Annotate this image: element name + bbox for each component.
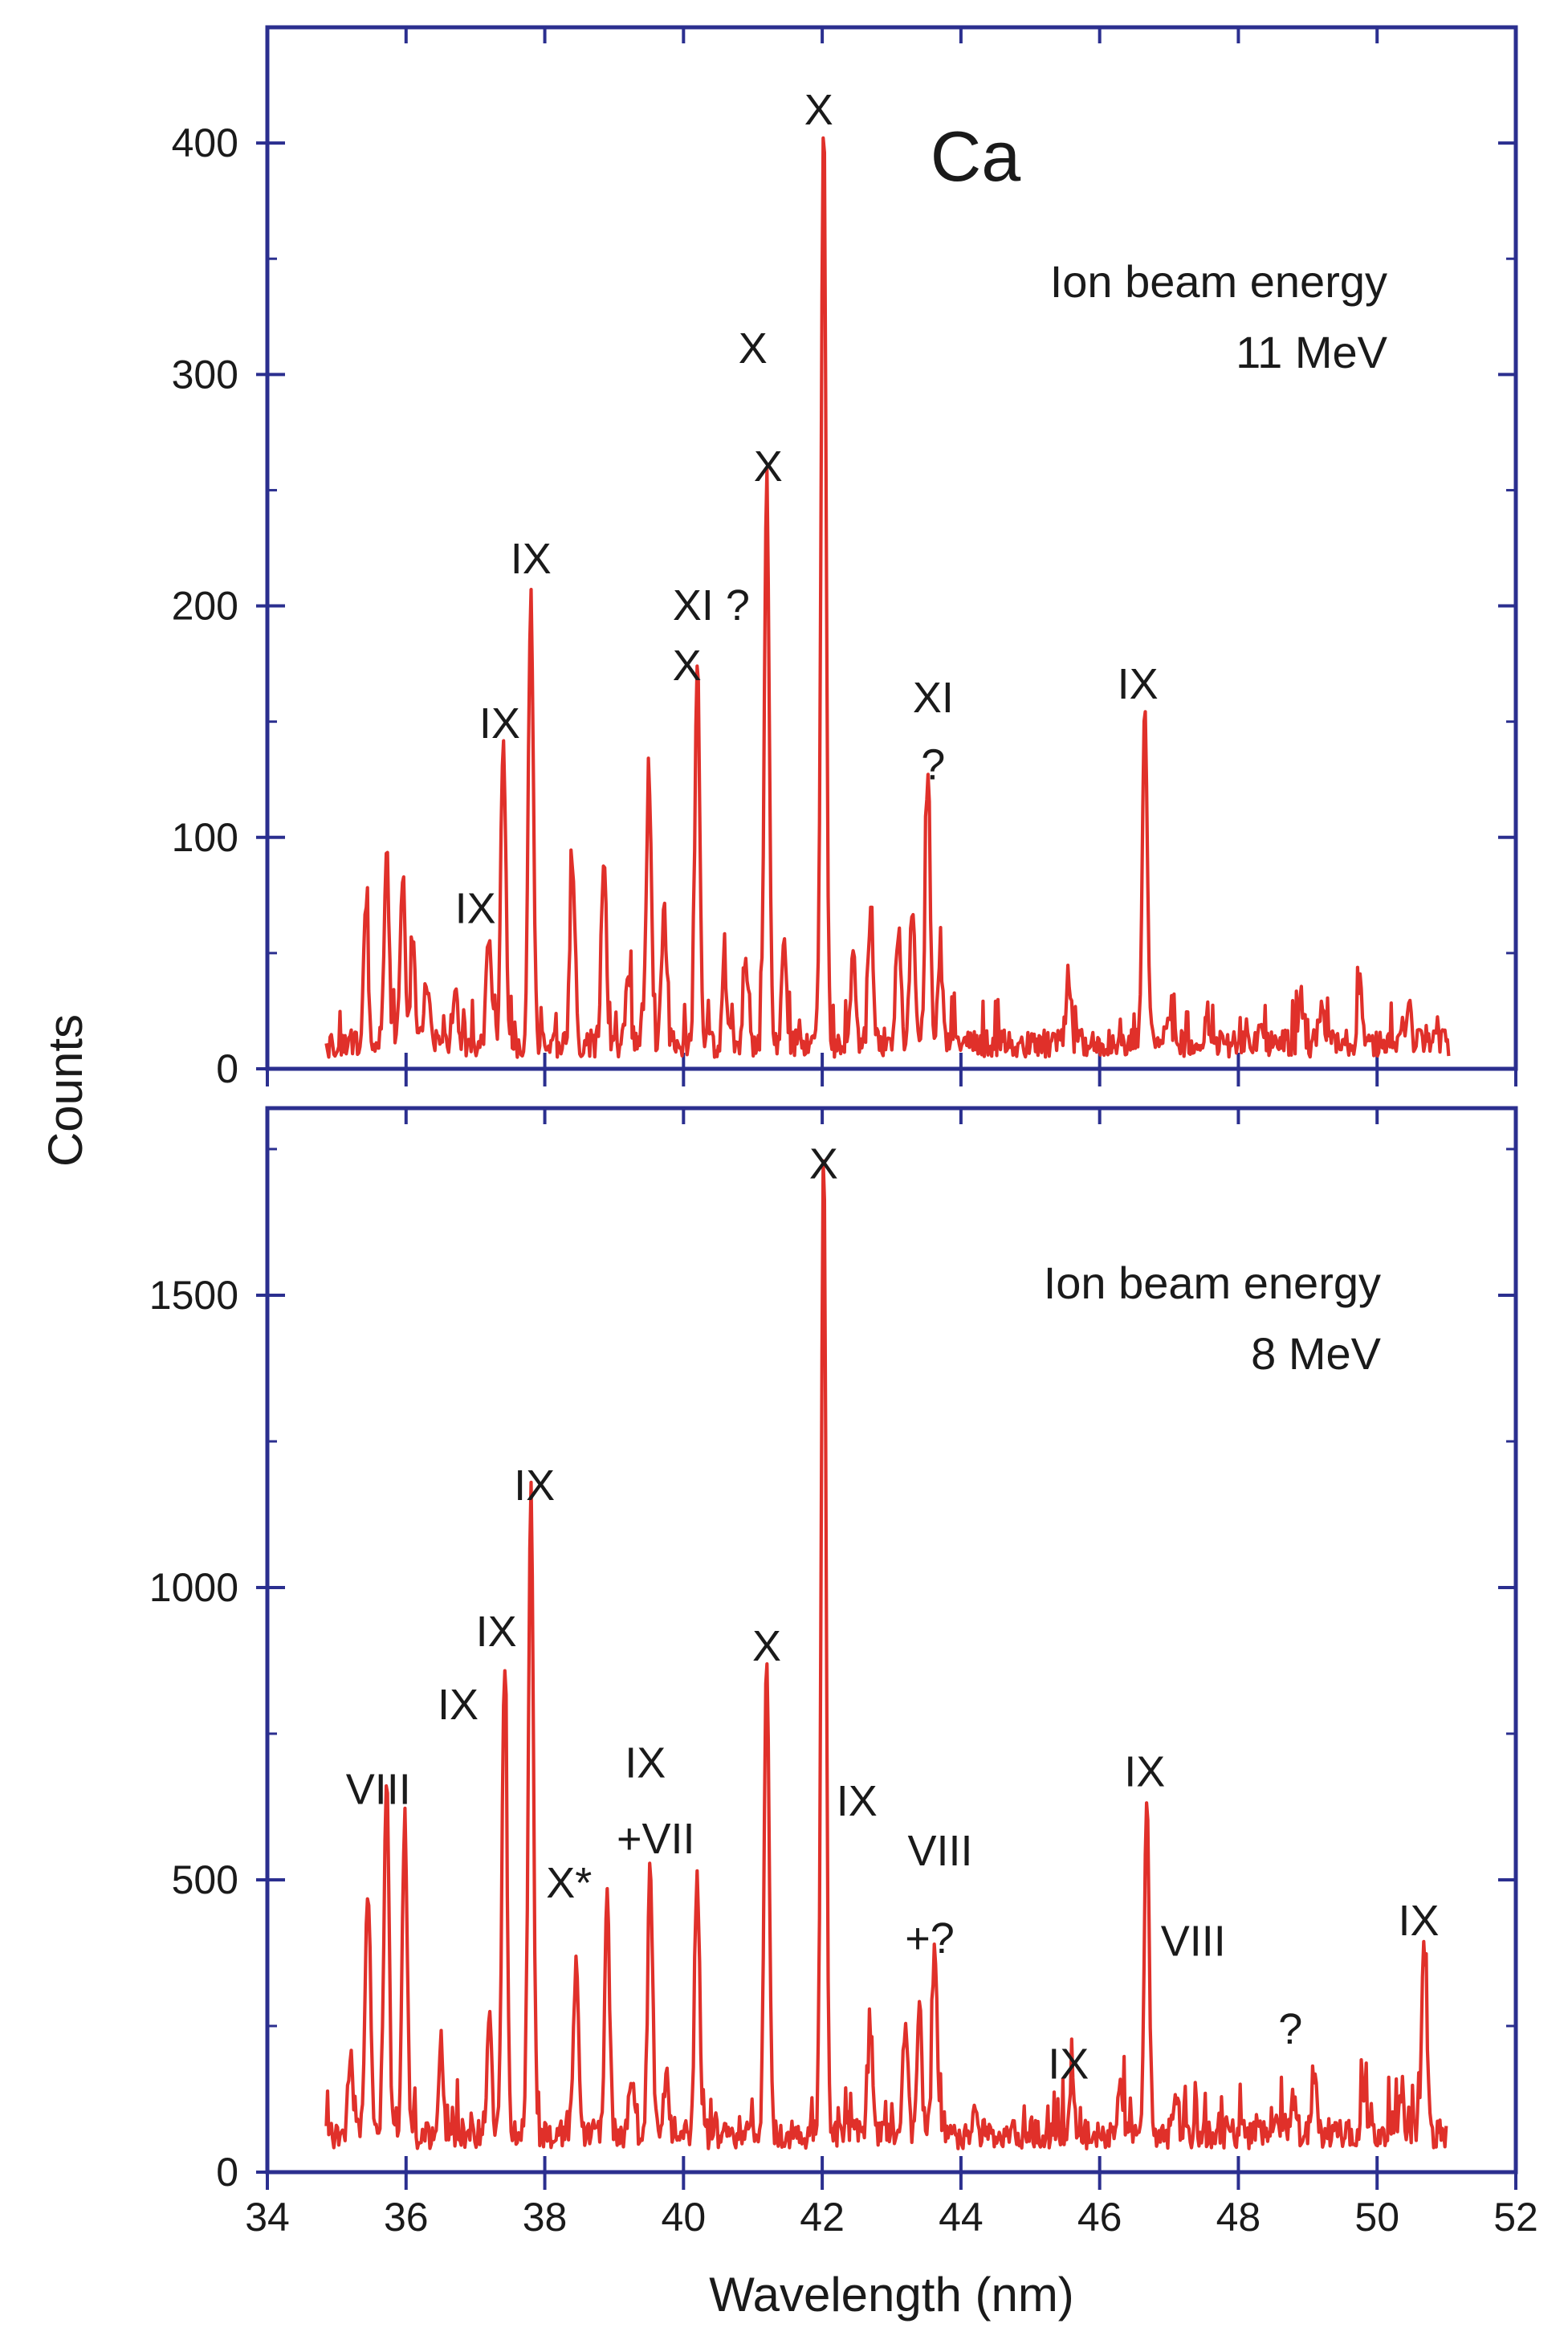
x-tick-label: 40 [662, 2195, 707, 2240]
x-tick-label: 46 [1077, 2195, 1122, 2240]
peak-annotation: IX [1048, 2040, 1089, 2089]
y-tick-label-bottom: 1500 [149, 1273, 238, 1318]
x-tick-label: 48 [1216, 2195, 1261, 2240]
peak-annotation: XI ? [673, 581, 750, 630]
y-axis-title: Counts [39, 1014, 92, 1167]
x-tick-label: 50 [1354, 2195, 1399, 2240]
peak-annotation: IX [514, 1461, 555, 1510]
peak-annotation: X* [546, 1859, 592, 1907]
x-tick-label: 36 [384, 2195, 429, 2240]
energy-label-top: Ion beam energy [1050, 256, 1387, 307]
peak-annotation: IX [1124, 1748, 1165, 1796]
y-tick-label-bottom: 500 [172, 1857, 238, 1902]
peak-annotation: IX [1399, 1897, 1440, 1945]
panel-frame-top [265, 25, 1518, 1071]
energy-value-top: 11 MeV [1236, 327, 1387, 377]
peak-annotation: ? [921, 741, 945, 789]
peak-annotation: VIII [346, 1765, 411, 1813]
peak-annotation: IX [479, 699, 520, 748]
y-tick-label-top: 300 [172, 352, 238, 397]
y-tick-label-top: 100 [172, 815, 238, 860]
peak-annotation: IX [511, 535, 552, 583]
y-tick-label-top: 200 [172, 584, 238, 629]
peak-annotation: X [809, 1139, 838, 1188]
peak-annotation: IX [438, 1681, 479, 1729]
peak-annotation: VIII [1161, 1918, 1226, 1966]
peak-annotation: ? [1278, 2005, 1302, 2053]
peak-annotation: X [752, 1622, 781, 1670]
element-label: Ca [931, 116, 1021, 196]
energy-label-bottom: Ion beam energy [1044, 1258, 1381, 1308]
peak-annotation: XI [913, 674, 954, 722]
spectrum-trace-top [324, 136, 1451, 1059]
energy-value-bottom: 8 MeV [1251, 1328, 1381, 1379]
peak-annotation: IX [837, 1777, 878, 1825]
peak-annotation: X [739, 324, 768, 373]
peak-annotation: X [804, 86, 833, 134]
y-tick-label-bottom: 1000 [149, 1565, 238, 1610]
x-tick-label: 34 [245, 2195, 290, 2240]
peak-annotation: +VII [617, 1815, 695, 1863]
peak-annotation: IX [455, 884, 496, 932]
peak-annotation: +? [905, 1914, 955, 1963]
y-tick-label-bottom: 0 [216, 2150, 238, 2195]
x-axis-title: Wavelength (nm) [709, 2268, 1074, 2322]
y-tick-label-top: 0 [216, 1046, 238, 1091]
panel-frame-bottom [265, 1106, 1518, 2175]
x-tick-label: 38 [523, 2195, 568, 2240]
peak-annotation: VIII [907, 1827, 972, 1875]
x-tick-label: 52 [1493, 2195, 1538, 2240]
x-tick-label: 42 [800, 2195, 845, 2240]
spectrum-trace-bottom [324, 1159, 1448, 2150]
peak-annotation: X [754, 442, 783, 491]
peak-annotation: IX [476, 1608, 517, 1656]
y-tick-label-top: 400 [172, 120, 238, 165]
peak-annotation: X [673, 642, 702, 690]
peak-annotation: IX [1118, 660, 1159, 708]
peak-annotation: IX [625, 1739, 666, 1787]
x-tick-label: 44 [939, 2195, 984, 2240]
